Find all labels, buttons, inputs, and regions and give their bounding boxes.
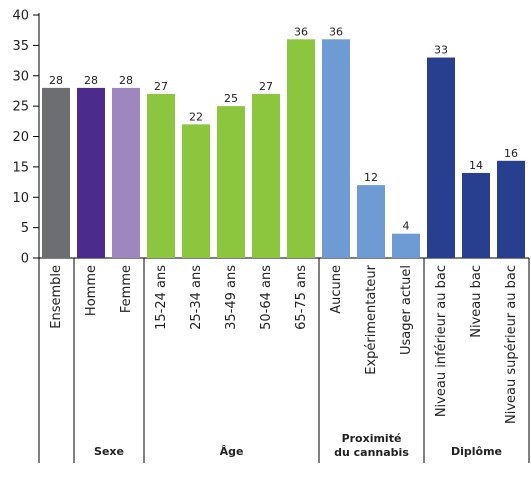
category-label: Aucune	[329, 265, 344, 314]
bar	[147, 93, 175, 258]
group-brackets: Sexe Âge Proximité du cannabis Diplôme	[38, 258, 530, 463]
bar	[77, 87, 105, 259]
category-label: 50-64 ans	[259, 265, 274, 330]
category-label: Ensemble	[49, 265, 64, 329]
group-label: Âge	[220, 445, 244, 458]
bar-value-label: 14	[469, 159, 483, 172]
category-labels: Ensemble Homme Femme 15-24 ans 25-34 ans 35-4…	[49, 264, 519, 424]
y-tick-label: 35	[12, 39, 29, 54]
bar-value-label: 28	[119, 74, 133, 87]
category-label: 65-75 ans	[294, 265, 309, 330]
bar-value-label: 12	[364, 171, 378, 184]
bar-value-label: 27	[259, 80, 273, 93]
category-label: 35-49 ans	[224, 265, 239, 330]
bar	[182, 124, 210, 258]
group-label: Sexe	[94, 445, 124, 458]
y-tick-label: 15	[12, 160, 29, 175]
category-label: Usager actuel	[399, 265, 414, 355]
bar-value-label: 36	[294, 25, 308, 38]
category-label: Niveau inférieur au bac	[434, 265, 449, 417]
y-tick-label: 10	[12, 191, 29, 206]
category-label: Femme	[119, 265, 134, 313]
y-tick-label: 5	[21, 221, 29, 236]
y-axis: 0 5 10 15 20 25 30 35 40	[12, 9, 40, 267]
bar	[252, 93, 280, 258]
bar	[462, 172, 490, 258]
bar	[357, 185, 385, 258]
category-label: Niveau bac	[469, 265, 484, 338]
bar-value-label: 28	[84, 74, 98, 87]
group-label: Diplôme	[451, 445, 502, 458]
group-label: Proximité du cannabis	[334, 432, 409, 459]
category-label: Expérimentateur	[364, 264, 379, 374]
bar-value-label: 33	[434, 44, 448, 57]
bar	[497, 160, 525, 258]
bar	[42, 87, 70, 259]
bar-value-label: 36	[329, 25, 343, 38]
category-label: Homme	[84, 265, 99, 316]
bar	[112, 87, 140, 259]
bar	[322, 39, 350, 258]
bar-value-label: 27	[154, 80, 168, 93]
bar-value-labels: 28 28 28 27 22 25 27 36 36 12 4 33 14 16	[49, 25, 518, 232]
bar	[392, 233, 420, 258]
category-label: 15-24 ans	[154, 265, 169, 330]
bar	[217, 106, 245, 258]
bar	[287, 39, 315, 258]
y-tick-label: 30	[12, 69, 29, 84]
bar-value-label: 28	[49, 74, 63, 87]
category-label: 25-34 ans	[189, 265, 204, 330]
bar-value-label: 25	[224, 92, 238, 105]
category-label: Niveau supérieur au bac	[504, 265, 519, 424]
y-tick-label: 0	[21, 252, 29, 267]
y-tick-label: 40	[12, 9, 29, 24]
bar	[427, 57, 455, 259]
bar-value-label: 16	[504, 147, 518, 160]
bar-value-label: 22	[189, 110, 203, 123]
bar-value-label: 4	[403, 220, 410, 233]
y-tick-label: 20	[12, 130, 29, 145]
bars	[39, 39, 529, 259]
y-tick-label: 25	[12, 100, 29, 115]
